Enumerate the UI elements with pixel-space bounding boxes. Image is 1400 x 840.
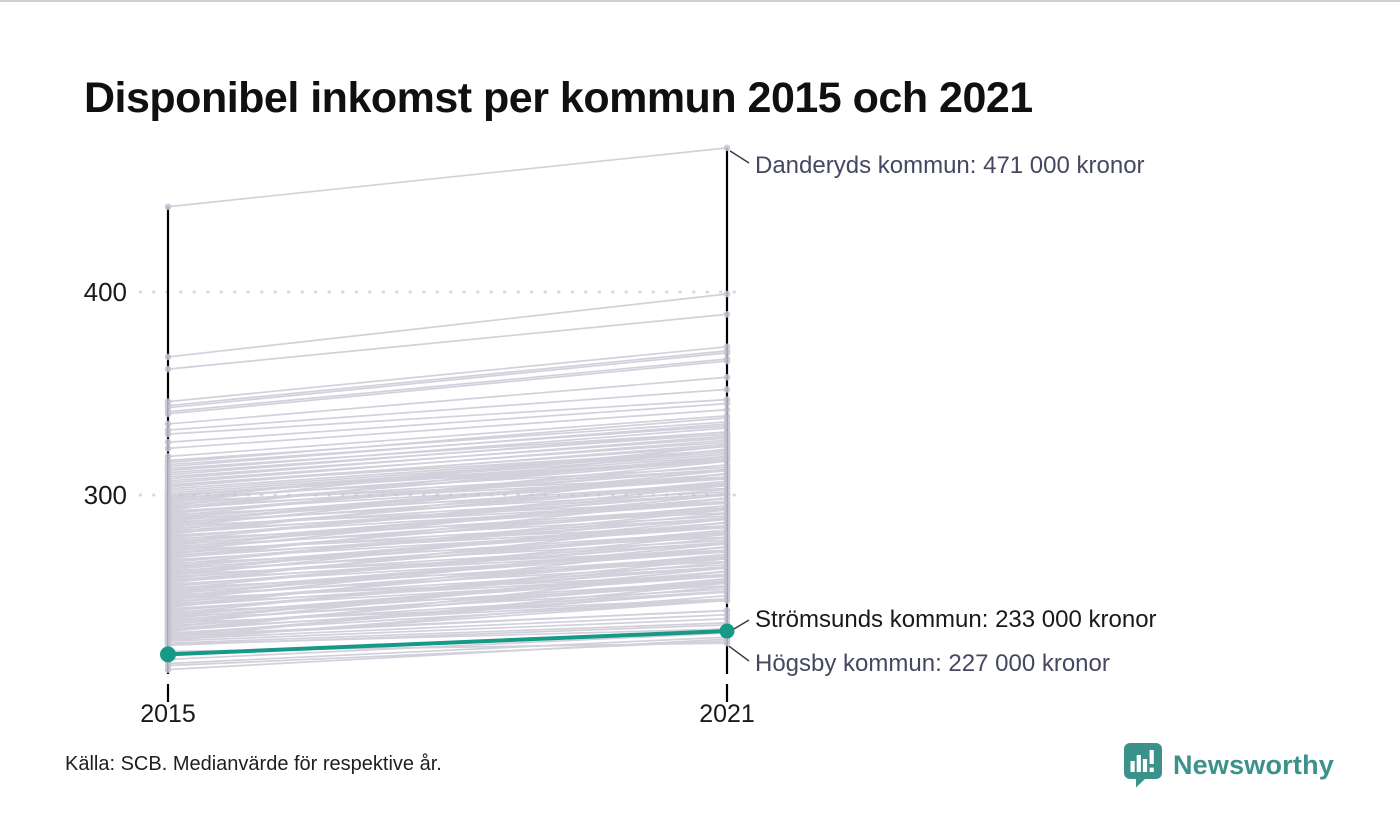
brand-logo: Newsworthy — [1123, 742, 1334, 788]
chart-title: Disponibel inkomst per kommun 2015 och 2… — [84, 74, 1033, 122]
newsworthy-icon — [1123, 743, 1162, 788]
source-note: Källa: SCB. Medianvärde för respektive å… — [65, 753, 442, 775]
annotation-connector-2 — [728, 645, 750, 662]
highlight-dot-2015 — [160, 646, 176, 663]
annotation-connector-0 — [729, 150, 750, 164]
brand-name: Newsworthy — [1172, 749, 1334, 780]
highlight-dot-2021 — [719, 623, 735, 639]
annotation-hogsby: Högsby kommun: 227 000 kronor — [755, 650, 1110, 677]
annotation-danderyd: Danderyds kommun: 471 000 kronor — [755, 152, 1145, 179]
background-lines — [167, 147, 728, 671]
x-axis-label-2015: 2015 — [140, 700, 196, 728]
y-axis-label-300: 300 — [83, 480, 127, 510]
annotation-stromsund: Strömsunds kommun: 233 000 kronor — [755, 606, 1157, 633]
highlight-line-stromsund — [167, 629, 728, 657]
x-axis-label-2021: 2021 — [699, 700, 755, 728]
annotation-connector-1 — [733, 619, 750, 630]
y-axis-label-400: 400 — [83, 277, 127, 307]
